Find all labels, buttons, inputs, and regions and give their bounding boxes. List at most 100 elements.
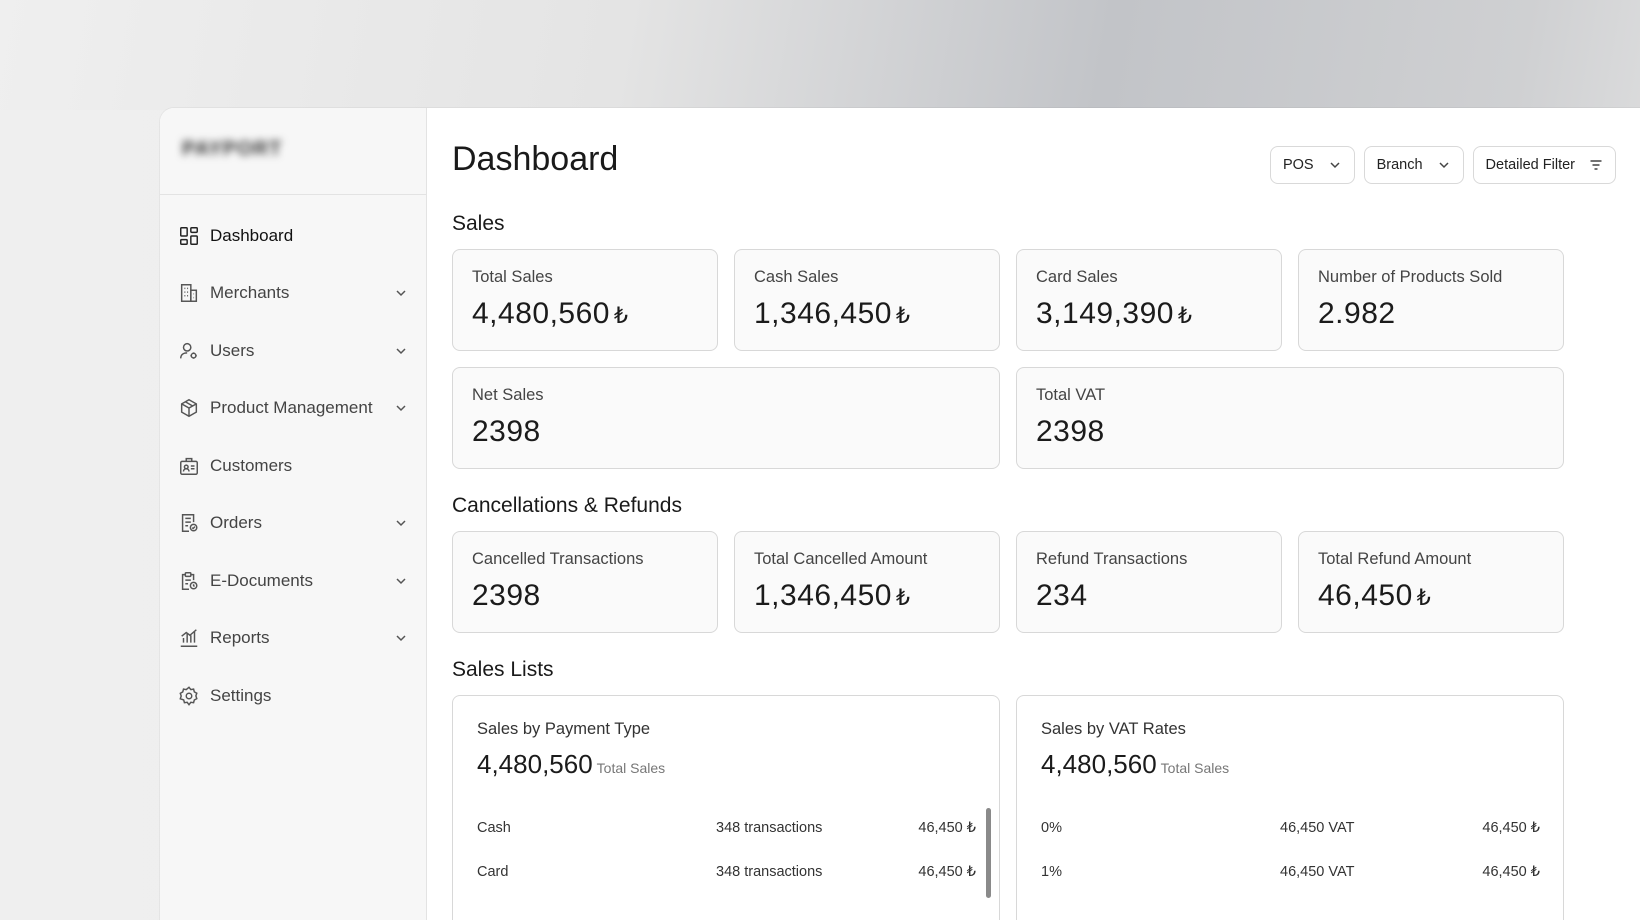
card-value: 3,149,390 ₺ — [1036, 297, 1193, 330]
sidebar-item-customers[interactable]: Customers — [160, 437, 426, 495]
products-sold-card: Number of Products Sold 2.982 — [1298, 249, 1564, 351]
filter-icon — [1590, 160, 1602, 170]
card-label: Total Sales — [472, 268, 553, 286]
chevron-down-icon — [1439, 162, 1449, 169]
cash-sales-card: Cash Sales 1,346,450 ₺ — [734, 249, 1000, 351]
list-item[interactable]: Card 348 transactions 46,450 ₺ — [477, 850, 976, 894]
total-cancelled-amount-card: Total Cancelled Amount 1,346,450 ₺ — [734, 531, 1000, 633]
row-name: 1% — [1041, 864, 1062, 880]
card-value: 1,346,450 ₺ — [754, 297, 911, 330]
chevron-down-icon[interactable] — [394, 631, 408, 645]
chevron-down-icon[interactable] — [394, 401, 408, 415]
lira-sign: ₺ — [613, 303, 629, 328]
e-documents-icon — [178, 570, 200, 592]
sidebar: PAYPORT Dashboard Merchants Users — [160, 108, 427, 920]
card-sales-card: Card Sales 3,149,390 ₺ — [1016, 249, 1282, 351]
card-value: 2398 — [472, 415, 541, 448]
card-value: 4,480,560 ₺ — [472, 297, 629, 330]
sales-by-vat-rates-card: Sales by VAT Rates 4,480,560 Total Sales … — [1016, 695, 1564, 920]
card-label: Total Cancelled Amount — [754, 550, 928, 568]
card-label: Number of Products Sold — [1318, 268, 1503, 286]
branch-filter-dropdown[interactable]: Branch — [1363, 146, 1464, 184]
sidebar-item-label: Merchants — [210, 283, 290, 303]
total-vat-card: Total VAT 2398 — [1016, 367, 1564, 469]
detailed-filter-label: Detailed Filter — [1485, 157, 1575, 173]
card-value: 2.982 — [1318, 297, 1396, 330]
scrollbar-thumb[interactable] — [986, 808, 991, 898]
card-label: Cash Sales — [754, 268, 839, 286]
card-label: Total Refund Amount — [1318, 550, 1472, 568]
lira-sign: ₺ — [895, 585, 911, 610]
sales-section-title: Sales — [452, 212, 505, 235]
chevron-down-icon[interactable] — [394, 286, 408, 300]
vat-rates-list: 0% 46,450 VAT 46,450 ₺ 1% 46,450 VAT 46,… — [1041, 806, 1540, 894]
row-amount: 46,450 ₺ — [1482, 820, 1540, 836]
list-item[interactable]: 1% 46,450 VAT 46,450 ₺ — [1041, 850, 1540, 894]
dashboard-icon — [178, 225, 200, 247]
row-amount: 46,450 ₺ — [918, 820, 976, 836]
sidebar-item-product-management[interactable]: Product Management — [160, 380, 426, 438]
row-vat: 46,450 VAT — [1280, 864, 1355, 880]
sidebar-item-label: Users — [210, 340, 255, 360]
logo-area: PAYPORT — [160, 108, 426, 195]
users-icon — [178, 340, 200, 362]
sidebar-item-orders[interactable]: Orders — [160, 495, 426, 553]
gear-icon — [178, 685, 200, 707]
customers-icon — [178, 455, 200, 477]
detailed-filter-button[interactable]: Detailed Filter — [1472, 146, 1616, 184]
lira-sign: ₺ — [1416, 585, 1432, 610]
card-value: 2398 — [1036, 415, 1105, 448]
sales-lists-section-title: Sales Lists — [452, 658, 554, 681]
sidebar-item-settings[interactable]: Settings — [160, 667, 426, 725]
row-amount: 46,450 ₺ — [918, 864, 976, 880]
sidebar-item-reports[interactable]: Reports — [160, 610, 426, 668]
orders-icon — [178, 512, 200, 534]
chevron-down-icon[interactable] — [394, 574, 408, 588]
sidebar-item-label: Customers — [210, 455, 293, 475]
card-label: Total VAT — [1036, 386, 1106, 404]
sidebar-nav: Dashboard Merchants Users Pro — [160, 195, 426, 725]
row-name: 0% — [1041, 820, 1062, 836]
sales-by-payment-type-card: Sales by Payment Type 4,480,560 Total Sal… — [452, 695, 1000, 920]
net-sales-card: Net Sales 2398 — [452, 367, 1000, 469]
row-name: Card — [477, 864, 509, 880]
sidebar-item-label: Reports — [210, 628, 270, 648]
building-icon — [178, 282, 200, 304]
total-refund-amount-card: Total Refund Amount 46,450 ₺ — [1298, 531, 1564, 633]
row-count: 348 transactions — [716, 864, 823, 880]
cancelled-transactions-card: Cancelled Transactions 2398 — [452, 531, 718, 633]
list-total: 4,480,560 Total Sales — [1041, 749, 1230, 779]
logo[interactable]: PAYPORT — [182, 138, 283, 160]
list-item[interactable]: 0% 46,450 VAT 46,450 ₺ — [1041, 806, 1540, 850]
lira-sign: ₺ — [895, 303, 911, 328]
sidebar-item-label: Dashboard — [210, 225, 294, 245]
list-total: 4,480,560 Total Sales — [477, 749, 666, 779]
sidebar-item-users[interactable]: Users — [160, 322, 426, 380]
chevron-down-icon — [1330, 162, 1340, 169]
sidebar-item-merchants[interactable]: Merchants — [160, 265, 426, 323]
row-name: Cash — [477, 820, 511, 836]
sidebar-item-label: E-Documents — [210, 570, 313, 590]
chevron-down-icon[interactable] — [394, 344, 408, 358]
list-item[interactable]: Cash 348 transactions 46,450 ₺ — [477, 806, 976, 850]
card-label: Cancelled Transactions — [472, 550, 644, 568]
card-value: 234 — [1036, 579, 1088, 612]
card-label: Card Sales — [1036, 268, 1118, 286]
sidebar-item-label: Orders — [210, 513, 262, 533]
total-caption: Total Sales — [596, 760, 666, 776]
page-title: Dashboard — [452, 140, 619, 178]
main-content: Dashboard POS Branch Detailed Filter Sal… — [452, 108, 1616, 920]
sidebar-item-label: Settings — [210, 685, 272, 705]
card-label: Refund Transactions — [1036, 550, 1188, 568]
sidebar-item-dashboard[interactable]: Dashboard — [160, 207, 426, 265]
sidebar-item-e-documents[interactable]: E-Documents — [160, 552, 426, 610]
total-sales-card: Total Sales 4,480,560 ₺ — [452, 249, 718, 351]
pos-filter-dropdown[interactable]: POS — [1269, 146, 1355, 184]
card-value: 46,450 ₺ — [1318, 579, 1432, 612]
filter-bar: POS Branch Detailed Filter — [1269, 146, 1616, 184]
chevron-down-icon[interactable] — [394, 516, 408, 530]
list-title: Sales by Payment Type — [477, 720, 651, 738]
lira-sign: ₺ — [1177, 303, 1193, 328]
card-value: 2398 — [472, 579, 541, 612]
total-caption: Total Sales — [1160, 760, 1230, 776]
